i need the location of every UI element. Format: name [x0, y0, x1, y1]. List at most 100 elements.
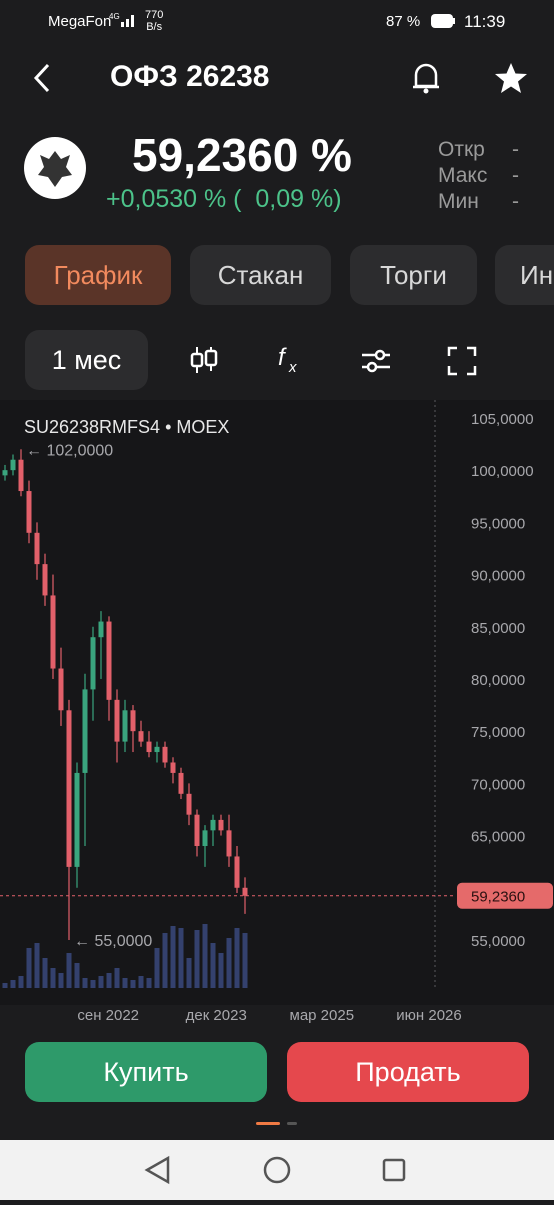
candle-body	[50, 595, 56, 669]
volume-bar	[50, 968, 56, 988]
candle-body	[26, 491, 32, 533]
y-tick-label: 80,0000	[471, 672, 525, 689]
stat-label: Откр	[438, 138, 485, 161]
volume-bar	[242, 933, 248, 988]
candle-body	[58, 668, 64, 711]
chart-legend: SU26238RMFS4 • MOEX	[24, 417, 229, 437]
favorite-button[interactable]	[494, 62, 528, 94]
volume-bar	[130, 980, 136, 988]
candle-body	[106, 621, 112, 700]
volume-bar	[186, 958, 192, 988]
volume-bar	[234, 928, 240, 988]
battery: 87 %	[386, 13, 421, 30]
annotation: ← 102,0000	[26, 442, 113, 459]
candle-body	[122, 710, 128, 742]
stat-value: -	[512, 138, 519, 161]
volume-bar	[210, 943, 216, 988]
candle-body	[202, 830, 208, 847]
candle-body	[226, 830, 232, 857]
chart: SU26238RMFS4 • MOEX 55,000060,000065,000…	[0, 400, 554, 1024]
svg-text:f: f	[278, 344, 287, 371]
candle-body	[210, 819, 216, 831]
speed-value: 770	[145, 9, 164, 21]
y-tick-label: 100,0000	[471, 463, 534, 480]
stat-value: -	[512, 190, 519, 213]
volume-bar	[194, 930, 200, 988]
y-tick-label: 105,0000	[471, 411, 534, 428]
volume-bar	[202, 924, 208, 988]
nav-home[interactable]	[263, 1156, 291, 1184]
volume-bar	[90, 980, 96, 988]
candle-body	[74, 772, 80, 867]
tab[interactable]: Торги	[350, 245, 477, 305]
candle-body	[138, 731, 144, 742]
title: ОФЗ 26238	[110, 60, 270, 93]
page-indicator	[287, 1122, 297, 1125]
stat-value: -	[512, 164, 519, 187]
y-tick-label: 85,0000	[471, 620, 525, 637]
candle-body	[90, 637, 96, 690]
volume-bar	[226, 938, 232, 988]
volume-bar	[66, 953, 72, 988]
buy-button[interactable]: Купить	[25, 1042, 267, 1102]
candle-body	[234, 856, 240, 888]
volume-bar	[58, 973, 64, 988]
x-tick-label: июн 2026	[396, 1007, 461, 1024]
volume-bar	[218, 953, 224, 988]
fullscreen-button[interactable]	[447, 346, 477, 376]
candle-body	[178, 772, 184, 794]
volume-bar	[138, 976, 144, 988]
volume-bar	[154, 948, 160, 988]
x-tick-label: дек 2023	[186, 1007, 247, 1024]
candle-body	[98, 621, 104, 638]
time: 11:39	[464, 12, 506, 31]
candle-body	[10, 459, 16, 471]
tab[interactable]: Ин	[495, 245, 554, 305]
tab[interactable]: Стакан	[190, 245, 331, 305]
volume-bar	[82, 978, 88, 988]
candle-body	[82, 689, 88, 773]
carrier: MegaFon	[48, 13, 112, 30]
speed: 770 B/s	[145, 9, 163, 33]
y-tick-label: 65,0000	[471, 829, 525, 846]
candle-body	[170, 762, 176, 773]
nav-back[interactable]	[144, 1155, 170, 1185]
period-button[interactable]: 1 мес	[25, 330, 148, 390]
nav-icons	[144, 1155, 406, 1185]
tab[interactable]: График	[25, 245, 171, 305]
price: 59,2360 %	[132, 129, 352, 181]
candle-body	[42, 564, 48, 596]
candle-body	[146, 741, 152, 753]
x-tick-label: мар 2025	[290, 1007, 355, 1024]
candle-body	[194, 814, 200, 847]
nav-bar	[0, 1140, 554, 1200]
volume-bar	[18, 976, 24, 988]
signal-icon	[121, 15, 134, 27]
candle-body	[66, 710, 72, 867]
candle-body	[186, 793, 192, 815]
alert-button[interactable]	[410, 60, 442, 96]
back-button[interactable]	[30, 62, 54, 94]
volume-bar	[42, 958, 48, 988]
svg-text:x: x	[288, 359, 297, 376]
candle-body	[162, 746, 168, 763]
candle-type-button[interactable]	[188, 345, 220, 375]
candle-body	[154, 746, 160, 753]
volume-bar	[122, 978, 128, 988]
sell-button[interactable]: Продать	[287, 1042, 529, 1102]
volume-bar	[170, 926, 176, 988]
candle-body	[242, 887, 248, 896]
y-tick-label: 70,0000	[471, 776, 525, 793]
x-tick-label: сен 2022	[77, 1007, 139, 1024]
nav-recents[interactable]	[382, 1158, 406, 1182]
settings-button[interactable]	[360, 347, 392, 375]
y-tick-label: 95,0000	[471, 515, 525, 532]
volume-bar	[2, 983, 8, 988]
battery-icon	[431, 14, 455, 28]
volume-bar	[106, 973, 112, 988]
candle-body	[114, 699, 120, 742]
annotation: ← 55,0000	[74, 933, 152, 950]
